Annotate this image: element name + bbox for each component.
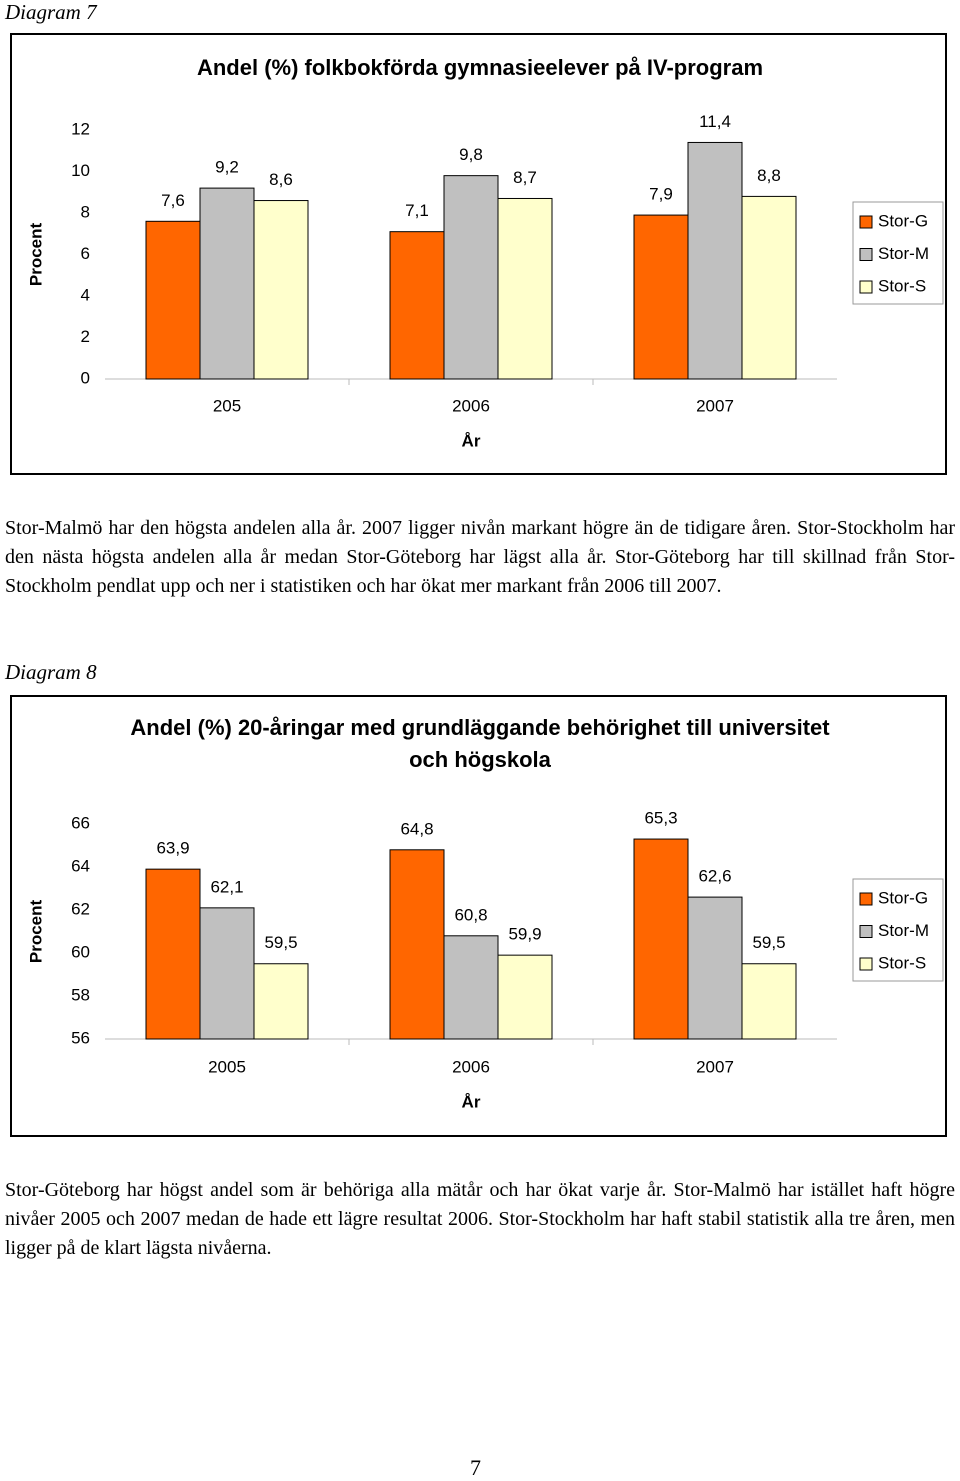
y-axis-label: Procent bbox=[26, 223, 45, 287]
data-label: 60,8 bbox=[454, 905, 487, 924]
legend-label: Stor-S bbox=[878, 953, 926, 972]
bar bbox=[145, 220, 201, 380]
data-label: 8,6 bbox=[269, 170, 293, 189]
legend-label: Stor-G bbox=[878, 211, 928, 230]
bar bbox=[253, 200, 309, 380]
data-label: 8,8 bbox=[757, 166, 781, 185]
y-tick-label: 60 bbox=[71, 942, 90, 961]
data-label: 62,6 bbox=[698, 867, 731, 886]
chart-title: Andel (%) folkbokförda gymnasieelever på… bbox=[196, 55, 764, 80]
x-axis-label: År bbox=[462, 1092, 481, 1111]
bar bbox=[389, 231, 445, 380]
page-number: 7 bbox=[470, 1455, 481, 1480]
chart: 56 58 60 62 64 66 Procent År 2005 63,9 62,1 59,5 200… bbox=[26, 809, 944, 1111]
y-tick-label: 12 bbox=[71, 119, 90, 138]
x-tick-label: 2007 bbox=[696, 396, 734, 415]
legend-swatch bbox=[859, 957, 873, 971]
caption: Diagram 8 bbox=[5, 660, 97, 684]
legend-swatch bbox=[859, 892, 873, 906]
data-label: 9,2 bbox=[215, 158, 239, 177]
y-tick-label: 0 bbox=[81, 368, 90, 387]
y-tick-label: 4 bbox=[81, 285, 90, 304]
x-tick-label: 2005 bbox=[208, 1057, 246, 1076]
caption: Diagram 7 bbox=[5, 0, 97, 24]
x-axis-label: År bbox=[462, 431, 481, 450]
y-tick-label: 6 bbox=[81, 244, 90, 263]
legend-swatch bbox=[859, 215, 873, 229]
data-label: 62,1 bbox=[210, 877, 243, 896]
data-label: 59,9 bbox=[508, 925, 541, 944]
y-tick-label: 66 bbox=[71, 813, 90, 832]
bar bbox=[633, 838, 689, 1040]
legend-label: Stor-M bbox=[878, 244, 929, 263]
y-tick-label: 10 bbox=[71, 161, 90, 180]
bar bbox=[145, 868, 201, 1040]
chart: 0 2 4 6 8 10 12 Procent År 205 7,6 9,2 8,6 2006 7,1 9,8… bbox=[26, 112, 944, 450]
bar bbox=[443, 935, 499, 1040]
x-tick-label: 2007 bbox=[696, 1057, 734, 1076]
legend-swatch bbox=[859, 248, 873, 261]
bar bbox=[199, 907, 255, 1040]
bar bbox=[687, 896, 743, 1040]
data-label: 9,8 bbox=[459, 145, 483, 164]
y-tick-label: 58 bbox=[71, 985, 90, 1004]
bar bbox=[633, 214, 689, 380]
bar bbox=[741, 195, 797, 380]
paragraph: Stor-Göteborg har högst andel som är beh… bbox=[5, 1179, 955, 1259]
legend-label: Stor-S bbox=[878, 276, 926, 295]
y-axis-label: Procent bbox=[26, 900, 45, 964]
y-tick-label: 64 bbox=[71, 856, 90, 875]
data-label: 59,5 bbox=[752, 933, 785, 952]
data-label: 8,7 bbox=[513, 168, 537, 187]
y-tick-label: 2 bbox=[81, 327, 90, 346]
legend-swatch bbox=[859, 925, 873, 938]
bar bbox=[741, 963, 797, 1040]
bar bbox=[253, 963, 309, 1040]
y-tick-label: 56 bbox=[71, 1028, 90, 1047]
x-tick-label: 2006 bbox=[452, 396, 490, 415]
data-label: 59,5 bbox=[264, 933, 297, 952]
bar bbox=[497, 197, 553, 380]
legend-label: Stor-M bbox=[878, 921, 929, 940]
bar bbox=[497, 954, 553, 1040]
data-label: 63,9 bbox=[156, 839, 189, 858]
data-label: 7,9 bbox=[649, 185, 673, 204]
bar bbox=[443, 175, 499, 380]
legend-label: Stor-G bbox=[878, 888, 928, 907]
chart-frame: Andel (%) 20-åringar med grundläggande b… bbox=[10, 695, 947, 1137]
data-label: 64,8 bbox=[400, 819, 433, 838]
bar bbox=[687, 141, 743, 380]
data-label: 65,3 bbox=[644, 809, 677, 828]
x-tick-label: 205 bbox=[213, 396, 241, 415]
data-label: 7,6 bbox=[161, 191, 185, 210]
data-label: 11,4 bbox=[699, 112, 731, 131]
bar bbox=[199, 187, 255, 380]
chart-frame: Andel (%) folkbokförda gymnasieelever på… bbox=[10, 33, 947, 475]
y-tick-label: 8 bbox=[81, 202, 90, 221]
y-tick-label: 62 bbox=[71, 899, 90, 918]
data-label: 7,1 bbox=[405, 201, 429, 220]
paragraph: Stor-Malmö har den högsta andelen alla å… bbox=[5, 517, 955, 597]
bar bbox=[389, 849, 445, 1040]
x-tick-label: 2006 bbox=[452, 1057, 490, 1076]
chart-title: Andel (%) 20-åringar med grundläggande b… bbox=[130, 715, 830, 772]
legend-swatch bbox=[859, 280, 873, 294]
